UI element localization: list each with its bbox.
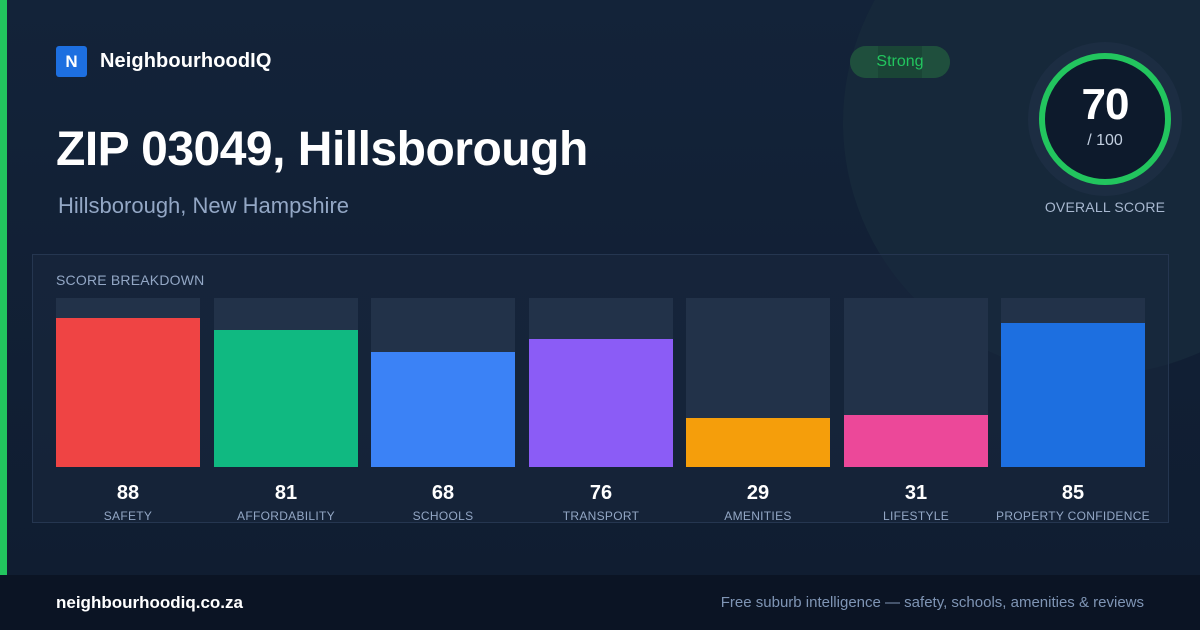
bar-label: AMENITIES [724,509,792,523]
brand-logo-icon: N [56,46,87,77]
bar-schools [371,352,515,467]
footer-url[interactable]: neighbourhoodiq.co.za [56,593,243,612]
badge-cap-right [922,46,950,78]
bar-affordability [214,330,358,467]
bar-label: TRANSPORT [562,509,640,523]
badge-cap-left [850,46,878,78]
page-subtitle: Hillsborough, New Hampshire [58,193,350,218]
bar-label: LIFESTYLE [882,509,950,523]
bar-track [686,298,830,467]
overall-score-gauge: 70 / 100 [1028,42,1182,196]
page-title: ZIP 03049, Hillsborough [56,123,588,176]
bar-label: SAFETY [103,509,153,523]
overall-score-value: 70 [1081,80,1130,129]
score-breakdown-panel: SCORE BREAKDOWN 88 SAFETY 81 AFFORDABILITY 6… [32,254,1169,523]
gauge-ring [1028,42,1182,196]
bar-track [56,298,200,467]
rating-badge: Strong [850,46,950,78]
breakdown-chart: 88 SAFETY 81 AFFORDABILITY 68 SCHOOLS 76 TRANSP… [33,255,1168,523]
bar-value: 76 [589,482,613,504]
overall-score-max: / 100 [1087,132,1123,149]
bar-amenities [686,418,830,467]
bar-value: 31 [904,482,928,504]
accent-stripe [0,0,7,575]
share-card: N NeighbourhoodIQ ZIP 03049, Hillsboroug… [0,0,1200,575]
bar-value: 81 [274,482,298,504]
bar-label: PROPERTY CONFIDENCE [996,509,1150,523]
bar-value: 88 [116,482,140,504]
overall-score-label: OVERALL SCORE [1044,199,1166,215]
breakdown-title: SCORE BREAKDOWN [56,272,205,288]
bar-track [214,298,358,467]
bar-transport [529,339,673,467]
bar-track [844,298,988,467]
bar-track [371,298,515,467]
bar-value: 68 [431,482,455,504]
bar-safety [56,318,200,467]
gauge-inner [1042,56,1168,182]
bar-value: 29 [746,482,770,504]
bar-label: SCHOOLS [412,509,474,523]
bar-track [529,298,673,467]
bar-lifestyle [844,415,988,467]
footer: neighbourhoodiq.co.za Free suburb intell… [0,575,1200,630]
bar-property-confidence [1001,323,1145,467]
brand[interactable]: N NeighbourhoodIQ [56,46,271,77]
footer-tagline: Free suburb intelligence — safety, schoo… [720,594,1144,611]
rating-badge-label: Strong [876,53,924,70]
bar-value: 85 [1061,482,1085,504]
bar-label: AFFORDABILITY [237,509,335,523]
brand-name: NeighbourhoodIQ [100,50,272,72]
gauge-arc [1039,53,1171,185]
bar-track [1001,298,1145,467]
